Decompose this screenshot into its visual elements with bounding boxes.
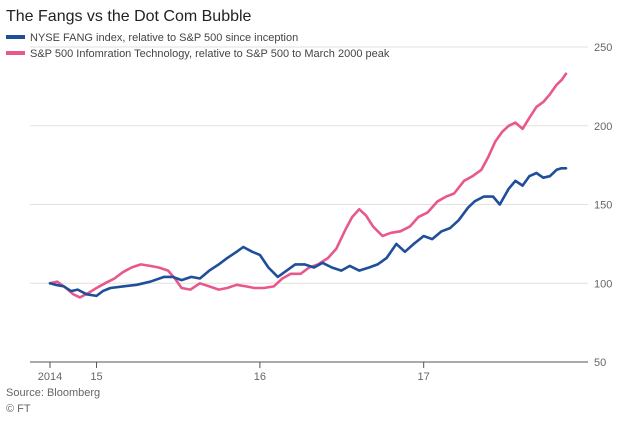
x-axis-ticks: 2014 15 16 17	[38, 362, 430, 383]
legend-swatch-fang	[6, 35, 25, 39]
source-note: Source: Bloomberg	[6, 387, 100, 399]
y-tick-label: 200	[594, 121, 612, 133]
y-tick-label: 250	[594, 42, 612, 54]
series-line-it	[48, 72, 568, 299]
y-axis-ticks: 50 100 150 200 250	[594, 42, 612, 369]
y-tick-label: 50	[594, 357, 606, 369]
legend-label-fang: NYSE FANG index, relative to S&P 500 sin…	[30, 32, 298, 44]
legend-swatch-it	[6, 51, 25, 55]
y-tick-label: 100	[594, 278, 612, 290]
gridlines	[30, 46, 588, 363]
x-tick-label: 16	[254, 371, 266, 383]
chart-title: The Fangs vs the Dot Com Bubble	[6, 8, 252, 25]
copyright-note: © FT	[6, 403, 31, 415]
y-tick-label: 150	[594, 200, 612, 212]
legend: NYSE FANG index, relative to S&P 500 sin…	[6, 32, 390, 60]
x-tick-label: 2014	[38, 371, 62, 383]
series-lines	[48, 72, 568, 299]
x-tick-label: 17	[418, 371, 430, 383]
series-line-fang	[48, 167, 568, 298]
legend-label-it: S&P 500 Infomration Technology, relative…	[30, 48, 390, 60]
x-tick-label: 15	[90, 371, 102, 383]
